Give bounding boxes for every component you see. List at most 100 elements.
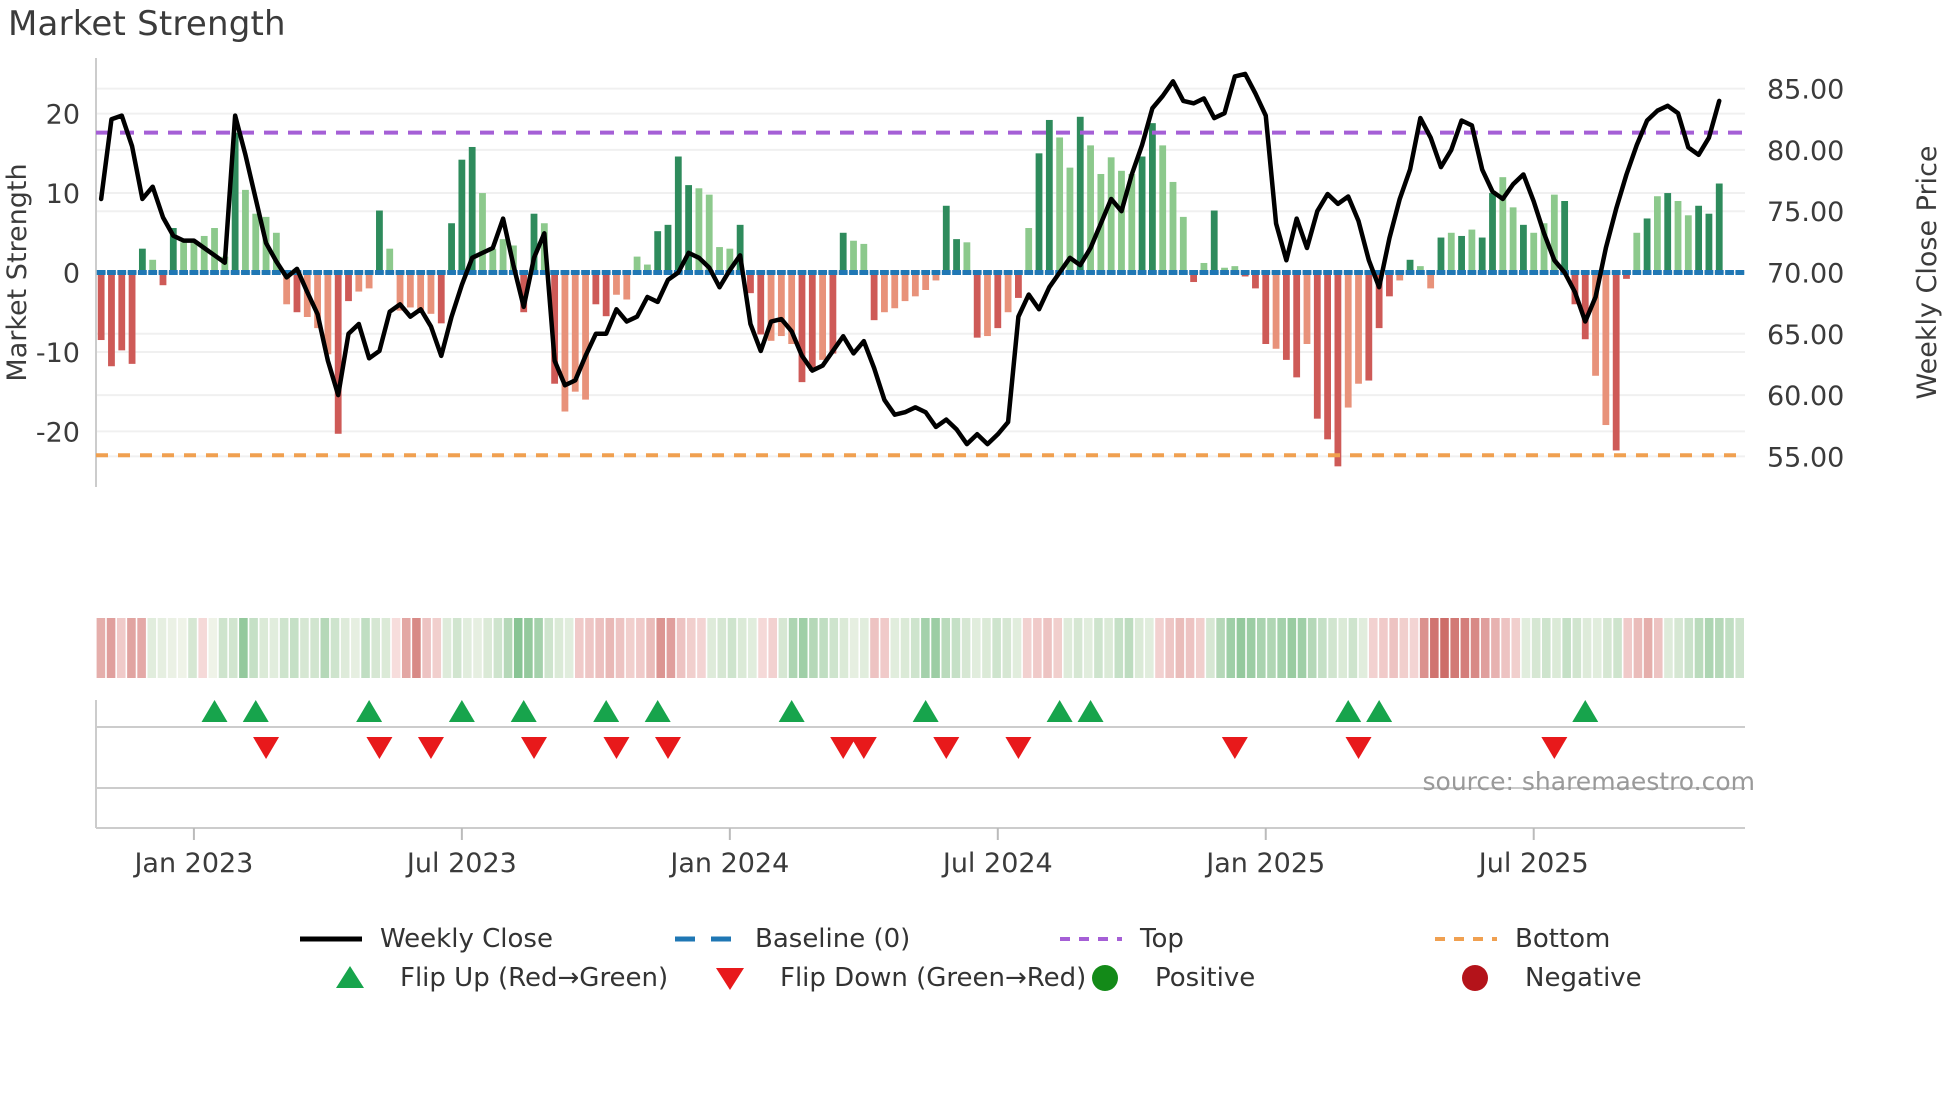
legend-item[interactable]: Baseline (0): [675, 924, 910, 954]
legend-item[interactable]: Negative: [1462, 963, 1642, 993]
strength-bar: [953, 239, 960, 273]
heatmap-cell: [1592, 618, 1602, 678]
strength-bar: [1520, 224, 1527, 273]
x-axis-tick-label: Jul 2024: [941, 848, 1053, 879]
strength-bar: [829, 272, 837, 354]
strength-bar: [850, 240, 857, 273]
y-axis-tick-label: -20: [36, 417, 80, 448]
strength-bar: [1087, 145, 1094, 273]
legend-item[interactable]: Positive: [1092, 963, 1255, 993]
heatmap-cell: [636, 618, 645, 678]
heatmap-cell: [1104, 618, 1113, 678]
heatmap-cell: [1562, 618, 1571, 678]
y2-axis-tick-label: 70.00: [1767, 259, 1844, 290]
heatmap-cell: [1124, 618, 1134, 678]
heatmap-cell: [585, 618, 594, 678]
heatmap-cell: [361, 618, 370, 678]
strength-bar: [1592, 272, 1599, 376]
strength-bar: [1427, 272, 1435, 289]
heatmap-cell: [1175, 618, 1185, 678]
strength-bar: [705, 194, 713, 273]
heatmap-cell: [1094, 618, 1103, 678]
flip-up-marker: [1046, 700, 1073, 722]
strength-bar: [231, 132, 239, 273]
strength-bar: [1118, 170, 1125, 273]
strength-bar: [200, 235, 208, 273]
heatmap-cell: [1155, 618, 1164, 678]
legend-item[interactable]: Flip Up (Red→Green): [336, 963, 668, 993]
strength-bar: [417, 272, 425, 313]
heatmap-cell: [1450, 618, 1459, 678]
strength-bar: [1272, 272, 1280, 349]
legend-item[interactable]: Top: [1060, 924, 1184, 954]
legend-swatch-triangle-down: [716, 968, 744, 990]
heatmap-cell: [534, 618, 543, 678]
heatmap-cell: [1715, 618, 1724, 678]
heatmap-cell: [1145, 618, 1154, 678]
heatmap-cell: [839, 618, 849, 678]
heatmap-cell: [615, 618, 625, 678]
heatmap-cell: [1328, 618, 1337, 678]
heatmap-cell: [1267, 618, 1276, 678]
heatmap-cell: [1643, 618, 1653, 678]
flip-markers-band: [95, 700, 1745, 829]
strength-bar: [839, 232, 847, 273]
flip-down-marker: [1541, 737, 1568, 759]
strength-bar: [911, 272, 919, 297]
heatmap-cell: [1246, 618, 1256, 678]
legend-item[interactable]: Bottom: [1435, 924, 1610, 954]
heatmap-cell: [432, 618, 442, 678]
heatmap-cell: [1012, 618, 1022, 678]
legend-item[interactable]: Flip Down (Green→Red): [716, 963, 1086, 993]
heatmap-cell: [96, 618, 106, 678]
heatmap-cell: [809, 618, 818, 678]
strength-bar: [1138, 156, 1146, 273]
strength-bar: [602, 272, 610, 317]
heatmap-cell: [239, 618, 248, 678]
legend-swatch-circle: [1462, 965, 1488, 991]
heatmap-cell: [605, 618, 615, 678]
strength-bar: [1602, 272, 1610, 426]
strength-bar: [437, 272, 445, 324]
strength-bar: [118, 272, 126, 351]
heatmap-cell: [1257, 618, 1266, 678]
weekly-close-line: [98, 71, 1722, 447]
strength-bar: [138, 248, 146, 273]
strength-bar: [932, 272, 940, 281]
heatmap-cell: [310, 618, 319, 678]
strength-bar: [808, 272, 816, 372]
heatmap-cell: [1399, 618, 1409, 678]
strength-bar: [345, 272, 352, 302]
legend-item[interactable]: Weekly Close: [300, 924, 553, 954]
strength-heatmap-strip: [96, 618, 1744, 678]
strength-bar: [1210, 210, 1218, 273]
strength-bar: [1406, 259, 1414, 273]
strength-bar: [365, 272, 373, 289]
strength-bar: [1695, 205, 1703, 273]
strength-bar: [1231, 266, 1239, 273]
heatmap-cell: [1491, 618, 1500, 678]
strength-bar: [468, 146, 476, 273]
heatmap-cell: [178, 618, 187, 678]
strength-bar: [1293, 272, 1301, 378]
heatmap-cell: [1338, 618, 1348, 678]
strength-bar: [716, 247, 723, 273]
strength-bar: [149, 259, 157, 273]
y2-axis-title: Weekly Close Price: [1912, 145, 1943, 399]
heatmap-cell: [676, 618, 686, 678]
flip-up-marker: [201, 700, 228, 722]
heatmap-cell: [666, 618, 676, 678]
strength-bar: [860, 243, 868, 273]
flip-down-marker: [253, 737, 280, 759]
strength-bar: [1623, 272, 1630, 279]
flip-up-marker: [1077, 700, 1104, 722]
heatmap-cell: [116, 618, 126, 678]
heatmap-cell: [697, 618, 706, 678]
strength-bar: [777, 272, 785, 337]
strength-bar: [376, 210, 383, 273]
heatmap-cell: [1684, 618, 1694, 678]
strength-bar: [1334, 272, 1342, 467]
strength-bar: [242, 189, 249, 273]
heatmap-cell: [1053, 618, 1063, 678]
